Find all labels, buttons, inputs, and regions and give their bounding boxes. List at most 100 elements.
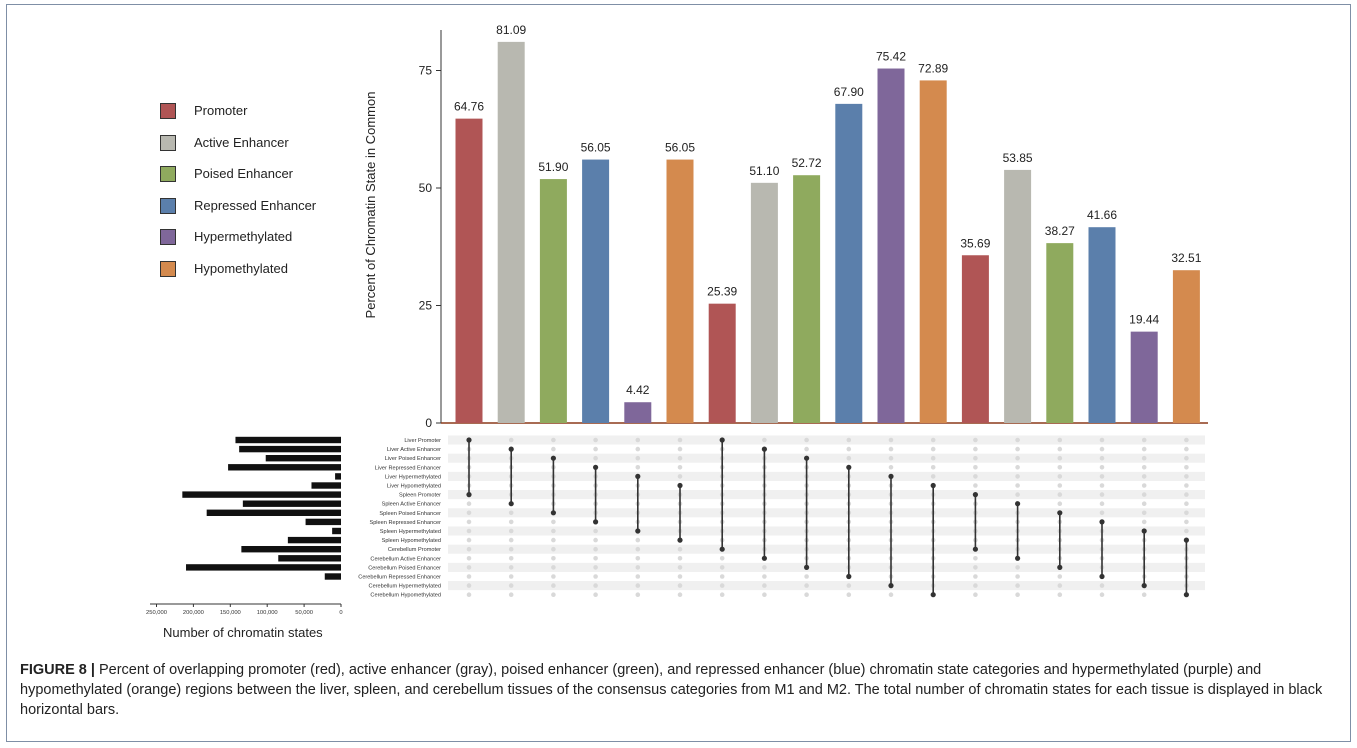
legend-swatch bbox=[160, 103, 176, 119]
matrix-dot-empty bbox=[973, 465, 978, 470]
figure-frame bbox=[6, 4, 1351, 742]
matrix-dot-empty bbox=[1015, 446, 1020, 452]
matrix-dot-empty bbox=[1099, 592, 1105, 597]
matrix-dot-empty bbox=[635, 583, 641, 588]
matrix-dot-empty bbox=[973, 565, 978, 570]
matrix-dot-empty bbox=[762, 565, 767, 570]
matrix-dot-empty bbox=[762, 592, 767, 597]
bar-value-label: 41.66 bbox=[1087, 208, 1117, 222]
matrix-dot-filled bbox=[846, 464, 852, 470]
set-name: Spleen Promoter bbox=[399, 493, 441, 499]
bar bbox=[539, 179, 567, 423]
set-size-bar bbox=[278, 555, 341, 562]
matrix-dot-empty bbox=[551, 546, 556, 552]
matrix-dot-filled bbox=[508, 501, 514, 507]
matrix-dot-filled bbox=[1015, 555, 1021, 561]
matrix-dot-filled bbox=[719, 546, 725, 552]
matrix-dot-empty bbox=[1099, 474, 1105, 479]
matrix-dot-empty bbox=[1184, 446, 1189, 452]
matrix-dot-empty bbox=[973, 437, 978, 443]
matrix-dot-filled bbox=[593, 464, 599, 470]
matrix-dot-empty bbox=[1141, 492, 1147, 497]
matrix-dot-empty bbox=[1015, 583, 1020, 588]
bar bbox=[1172, 270, 1200, 423]
matrix-dot-empty bbox=[1015, 455, 1020, 461]
matrix-dot-empty bbox=[973, 592, 978, 597]
matrix-dot-empty bbox=[1141, 474, 1147, 479]
matrix-row-stripe bbox=[448, 581, 1205, 591]
matrix-dot-empty bbox=[719, 583, 725, 588]
set-size-bar bbox=[228, 464, 341, 471]
bar-value-label: 53.85 bbox=[1003, 151, 1033, 165]
matrix-dot-empty bbox=[1057, 592, 1063, 597]
bar bbox=[624, 402, 652, 423]
set-size-bar bbox=[335, 473, 341, 480]
matrix-row-stripe bbox=[448, 508, 1205, 518]
matrix-row-stripe bbox=[448, 471, 1205, 481]
set-name: Spleen Poised Enhancer bbox=[379, 511, 441, 517]
set-name: Liver Repressed Enhancer bbox=[375, 465, 441, 471]
matrix-dot-filled bbox=[1057, 510, 1063, 516]
set-name: Spleen Repressed Enhancer bbox=[369, 520, 441, 526]
matrix-dot-empty bbox=[508, 510, 514, 516]
matrix-dot-filled bbox=[846, 573, 852, 580]
figure-label: FIGURE 8 | bbox=[20, 662, 95, 678]
matrix-dot-filled bbox=[593, 519, 599, 525]
matrix-dot-filled bbox=[466, 437, 472, 443]
y-tick-label: 25 bbox=[419, 299, 433, 313]
matrix-dot-empty bbox=[888, 465, 894, 470]
set-size-tick-label: 200,000 bbox=[183, 610, 204, 616]
bar bbox=[1004, 169, 1032, 423]
matrix-dot-empty bbox=[593, 455, 598, 461]
matrix-dot-empty bbox=[635, 574, 641, 579]
y-axis-label: Percent of Chromatin State in Common bbox=[363, 92, 378, 319]
matrix-dot-empty bbox=[1015, 437, 1020, 443]
matrix-dot-empty bbox=[635, 455, 641, 461]
matrix-dot-empty bbox=[804, 592, 809, 597]
matrix-dot-filled bbox=[804, 564, 810, 571]
matrix-dot-empty bbox=[1184, 528, 1189, 534]
matrix-dot-filled bbox=[1099, 573, 1105, 580]
legend-swatch bbox=[160, 134, 176, 151]
matrix-dot-empty bbox=[1099, 437, 1105, 443]
matrix-dot-empty bbox=[1184, 501, 1189, 507]
matrix-dot-empty bbox=[635, 437, 641, 443]
matrix-dot-empty bbox=[1015, 474, 1020, 479]
matrix-dot-empty bbox=[551, 528, 556, 534]
matrix-dot-empty bbox=[1141, 455, 1147, 461]
set-name: Liver Active Enhancer bbox=[387, 447, 441, 453]
legend-swatch bbox=[160, 260, 176, 277]
bar bbox=[708, 303, 736, 423]
matrix-dot-empty bbox=[593, 565, 598, 570]
matrix-dot-empty bbox=[551, 519, 556, 525]
set-name: Liver Promoter bbox=[404, 438, 441, 444]
matrix-dot-empty bbox=[1184, 492, 1189, 497]
set-size-bar bbox=[311, 482, 341, 489]
matrix-dot-filled bbox=[972, 546, 979, 552]
matrix-dot-empty bbox=[677, 574, 683, 579]
set-size-bar bbox=[242, 500, 341, 507]
matrix-dot-empty bbox=[466, 510, 472, 516]
bar bbox=[750, 182, 778, 423]
matrix-dot-empty bbox=[973, 446, 978, 452]
matrix-dot-empty bbox=[593, 528, 598, 534]
bar-value-label: 38.27 bbox=[1045, 224, 1075, 238]
matrix-dot-empty bbox=[1184, 465, 1189, 470]
matrix-dot-empty bbox=[1184, 474, 1189, 479]
matrix-dot-empty bbox=[888, 455, 894, 461]
legend-label: Hypomethylated bbox=[194, 260, 288, 276]
matrix-dot-empty bbox=[593, 574, 598, 579]
matrix-dot-empty bbox=[466, 528, 472, 534]
matrix-dot-empty bbox=[508, 437, 514, 443]
matrix-dot-filled bbox=[972, 492, 979, 498]
matrix-dot-empty bbox=[973, 574, 978, 579]
matrix-dot-empty bbox=[1184, 519, 1189, 525]
set-size-bar bbox=[186, 564, 341, 571]
set-size-axis-label: Number of chromatin states bbox=[163, 625, 323, 640]
matrix-dot-empty bbox=[719, 592, 725, 597]
bar-value-label: 75.42 bbox=[876, 50, 906, 64]
bar bbox=[497, 41, 525, 423]
bar-value-label: 4.42 bbox=[626, 383, 650, 397]
bar bbox=[961, 255, 989, 423]
set-size-bar bbox=[265, 455, 341, 462]
